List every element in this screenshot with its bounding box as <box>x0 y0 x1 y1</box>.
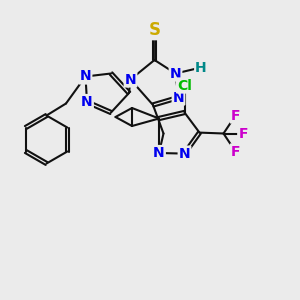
Text: N: N <box>170 67 181 80</box>
Text: H: H <box>195 61 207 74</box>
Text: Cl: Cl <box>177 79 192 92</box>
Text: F: F <box>231 145 240 158</box>
Text: N: N <box>125 73 136 86</box>
Text: N: N <box>80 70 91 83</box>
Text: S: S <box>148 21 160 39</box>
Text: N: N <box>153 146 165 160</box>
Text: N: N <box>173 91 184 104</box>
Text: F: F <box>231 109 240 122</box>
Text: F: F <box>238 127 248 140</box>
Text: N: N <box>81 95 93 109</box>
Text: N: N <box>179 147 190 160</box>
